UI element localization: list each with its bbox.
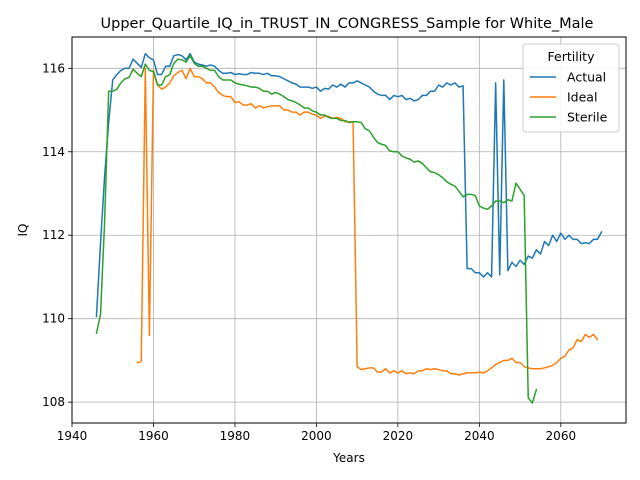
x-tick-label: 2000 [301,429,332,443]
y-axis: 108 110 112 114 116 [42,61,72,409]
legend: Fertility Actual Ideal Sterile [522,43,620,133]
x-axis-label: Years [332,451,365,465]
series-line-sterile [95,55,538,404]
y-tick-label: 108 [42,395,65,409]
x-tick-label: 1960 [138,429,169,443]
legend-title: Fertility [548,49,596,64]
legend-label-sterile: Sterile [567,110,608,125]
legend-label-actual: Actual [567,70,606,85]
plot-frame [71,36,627,424]
legend-box [522,43,620,133]
chart-title: Upper_Quartile_IQ_in_TRUST_IN_CONGRESS_S… [101,16,594,32]
x-tick-label: 2040 [464,429,495,443]
x-axis: 1940 1960 1980 2000 2020 2040 2060 [57,423,576,443]
y-tick-label: 116 [42,61,65,75]
x-tick-label: 2020 [383,429,414,443]
series-line-ideal [136,67,599,376]
y-tick-label: 110 [42,312,65,326]
x-tick-label: 1980 [220,429,251,443]
x-tick-label: 1940 [57,429,88,443]
series-layer [95,52,603,404]
legend-entries: Actual Ideal Sterile [530,70,608,125]
x-tick-label: 2060 [546,429,577,443]
legend-label-ideal: Ideal [567,90,597,105]
y-axis-label: IQ [16,224,30,237]
series-line-actual [95,52,603,318]
y-tick-label: 114 [42,145,65,159]
y-tick-label: 112 [42,228,65,242]
